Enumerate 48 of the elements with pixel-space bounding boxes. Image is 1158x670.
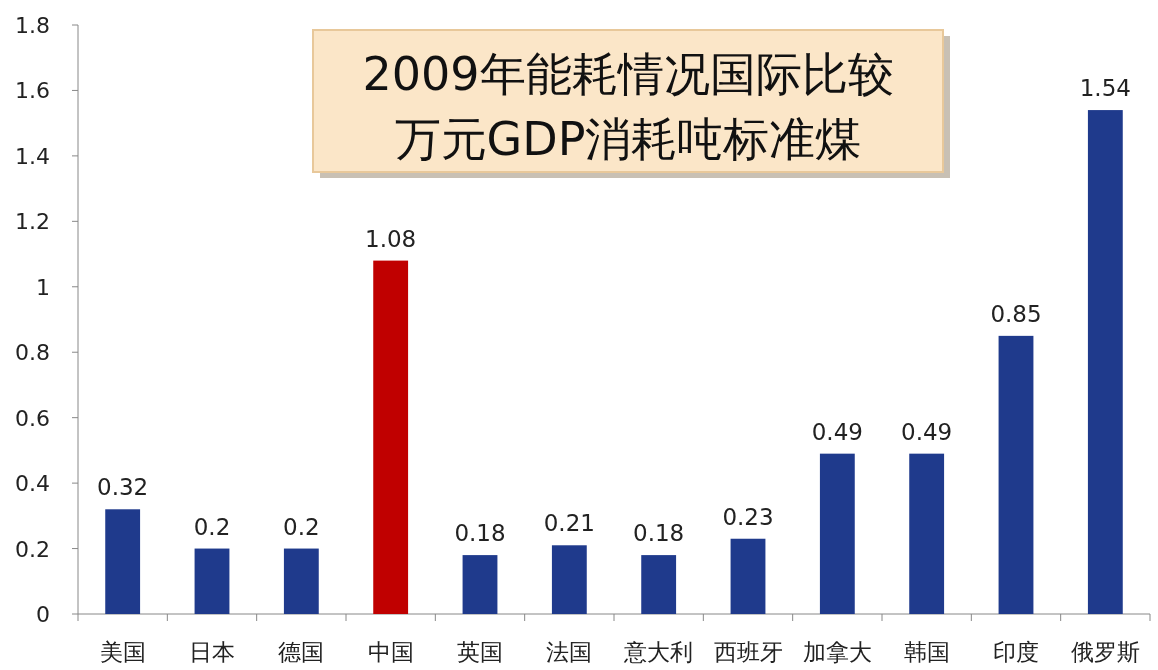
x-tick-label: 德国	[278, 639, 325, 665]
x-tick-label: 俄罗斯	[1070, 639, 1140, 665]
data-label: 0.2	[193, 513, 231, 540]
x-tick-label: 加拿大	[802, 639, 872, 665]
bar	[551, 545, 587, 614]
y-tick-label: 1	[36, 274, 50, 300]
y-tick-label: 0.8	[15, 340, 50, 366]
x-tick-label: 中国	[367, 639, 414, 665]
bar	[373, 260, 409, 614]
bar	[1087, 110, 1123, 614]
data-label: 0.21	[543, 510, 595, 537]
data-label: 0.49	[811, 418, 863, 445]
data-label: 1.54	[1079, 75, 1131, 102]
y-tick-label: 1.2	[15, 209, 50, 235]
bar	[194, 548, 230, 614]
bar	[998, 335, 1034, 614]
text: 2009年能耗情况国际比较	[362, 47, 894, 101]
x-tick-label: 印度	[993, 639, 1039, 665]
bar	[283, 548, 319, 614]
data-label: 0.2	[283, 513, 320, 540]
bar	[909, 453, 945, 614]
data-label: 0.18	[454, 520, 506, 547]
data-label: 1.08	[365, 225, 417, 252]
x-tick-label: 法国	[546, 639, 593, 665]
x-tick-label: 美国	[99, 639, 146, 665]
y-tick-label: 0.2	[15, 536, 50, 562]
text: 万元GDP消耗吨标准煤	[394, 112, 862, 166]
y-tick-label: 1.6	[15, 78, 50, 104]
y-tick-label: 1.4	[15, 143, 50, 169]
data-label: 0.18	[633, 520, 685, 547]
data-label: 0.23	[722, 503, 774, 530]
x-tick-label: 英国	[457, 639, 503, 665]
data-label: 0.32	[97, 474, 149, 501]
data-label: 0.85	[990, 300, 1042, 327]
data-label: 0.49	[901, 418, 953, 445]
y-tick-label: 1.8	[15, 13, 50, 38]
y-tick-label: 0.4	[15, 471, 50, 497]
bar	[462, 555, 498, 614]
bar	[730, 538, 766, 614]
x-tick-label: 西班牙	[713, 639, 783, 665]
y-tick-label: 0	[36, 602, 50, 627]
y-tick-label: 0.6	[15, 405, 50, 431]
x-tick-label: 日本	[189, 639, 235, 665]
bar	[641, 555, 677, 614]
bar	[819, 453, 855, 614]
x-tick-label: 意大利	[623, 639, 694, 665]
bar	[105, 509, 141, 614]
x-tick-label: 韩国	[903, 639, 950, 665]
